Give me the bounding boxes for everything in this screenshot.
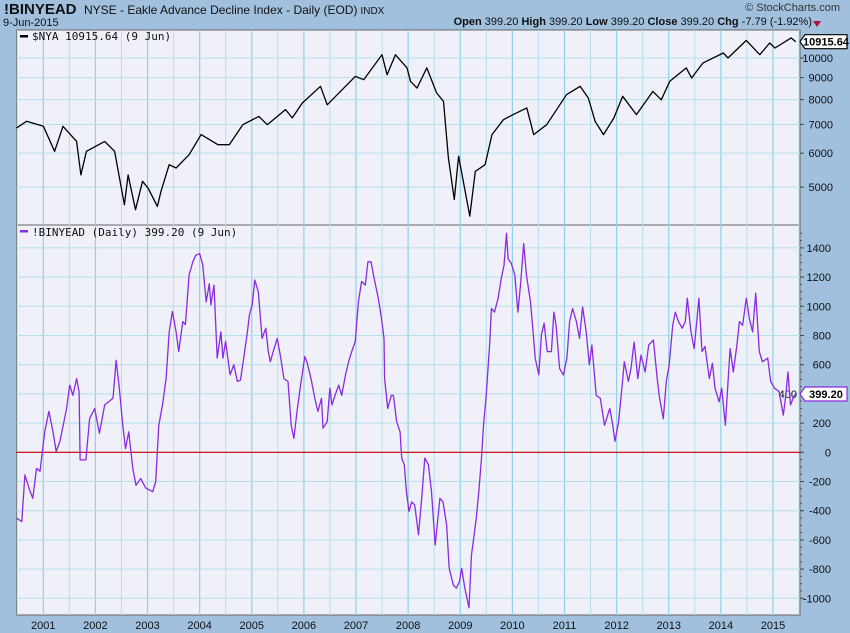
indicator-tick-label: 200 [813, 418, 831, 430]
indicator-tick-label: 1200 [807, 272, 831, 284]
symbol-description: NYSE - Eakle Advance Decline Index - Dai… [84, 3, 384, 19]
indicator-tick-label: 0 [825, 447, 831, 459]
grid [16, 30, 800, 615]
price-tick-label: 7000 [809, 119, 833, 131]
nya-last-value-tag-text: 10915.64 [803, 37, 850, 49]
exchange-label: INDX [360, 6, 385, 17]
low-value: 399.20 [610, 16, 645, 28]
x-tick-label: 2007 [344, 620, 368, 632]
binyead-last-value-tag-box [799, 386, 848, 402]
indicator-tick-label: -600 [809, 535, 831, 547]
binyead-legend-text: !BINYEAD (Daily) 399.20 (9 Jun) [32, 226, 237, 239]
indicator-tick-label: 400 [779, 389, 797, 401]
change-value: -7.79 (-1.92%) [741, 16, 812, 28]
open-label: Open [453, 16, 482, 28]
last-value-tags: 10915.64 399.20 [799, 34, 850, 402]
x-tick-label: 2001 [31, 620, 55, 632]
series-layer [16, 37, 797, 609]
x-tick-label: 2004 [187, 620, 211, 632]
nya-last-value-tag: 10915.64 [799, 34, 850, 50]
open-value: 399.20 [484, 16, 519, 28]
close-label: Close [647, 16, 678, 28]
x-tick-label: 2006 [292, 620, 316, 632]
x-tick-label: 2014 [709, 620, 733, 632]
x-tick-label: 2015 [761, 620, 785, 632]
indicator-tick-label: 1400 [807, 243, 831, 255]
nya-price-line [16, 37, 797, 217]
x-tick-label: 2011 [553, 620, 577, 632]
close-value: 399.20 [680, 16, 715, 28]
description-text: NYSE - Eakle Advance Decline Index - Dai… [84, 3, 358, 17]
price-tick-label: 10000 [802, 53, 833, 65]
indicator-tick-label: -200 [809, 477, 831, 489]
x-tick-label: 2010 [500, 620, 524, 632]
binyead-indicator-line [16, 232, 797, 609]
top-legend: $NYA 10915.64 (9 Jun) [20, 30, 171, 43]
binyead-last-value-tag-text: 399.20 [809, 389, 843, 401]
x-tick-label: 2013 [656, 620, 680, 632]
high-label: High [521, 16, 546, 28]
low-label: Low [585, 16, 608, 28]
x-tick-label: 2008 [396, 620, 420, 632]
down-arrow-icon [813, 21, 821, 27]
indicator-tick-label: -400 [809, 506, 831, 518]
price-tick-label: 6000 [809, 148, 833, 160]
high-value: 399.20 [548, 16, 583, 28]
indicator-tick-label: 1000 [807, 301, 831, 313]
x-tick-label: 2002 [83, 620, 107, 632]
indicator-tick-label: 800 [813, 331, 831, 343]
price-tick-label: 9000 [809, 73, 833, 85]
x-tick-label: 2005 [240, 620, 264, 632]
ohlc-readout: Open 399.20 High 399.20 Low 399.20 Close… [454, 16, 812, 29]
indicator-tick-label: 600 [813, 360, 831, 372]
binyead-last-value-tag: 399.20 [799, 386, 848, 402]
axes: 2001 2002 2003 2004 2005 2006 2007 2008 2009 2010… [31, 53, 833, 632]
nya-legend-swatch [20, 35, 28, 38]
copyright-link[interactable]: © StockCharts.com [745, 2, 840, 14]
nya-legend-text: $NYA 10915.64 (9 Jun) [32, 30, 171, 43]
price-tick-label: 5000 [809, 182, 833, 194]
bottom-legend: !BINYEAD (Daily) 399.20 (9 Jun) [20, 226, 237, 239]
binyead-legend-swatch [20, 230, 28, 233]
nya-last-value-tag-box [799, 34, 848, 50]
chart-date: 9-Jun-2015 [3, 17, 59, 29]
x-tick-label: 2003 [135, 620, 159, 632]
x-tick-label: 2012 [604, 620, 628, 632]
change-label: Chg [717, 16, 739, 28]
indicator-tick-label: -1000 [803, 593, 831, 605]
indicator-tick-label: -800 [809, 564, 831, 576]
price-tick-label: 8000 [809, 95, 833, 107]
x-tick-label: 2009 [448, 620, 472, 632]
symbol-title: !BINYEAD [4, 1, 77, 18]
